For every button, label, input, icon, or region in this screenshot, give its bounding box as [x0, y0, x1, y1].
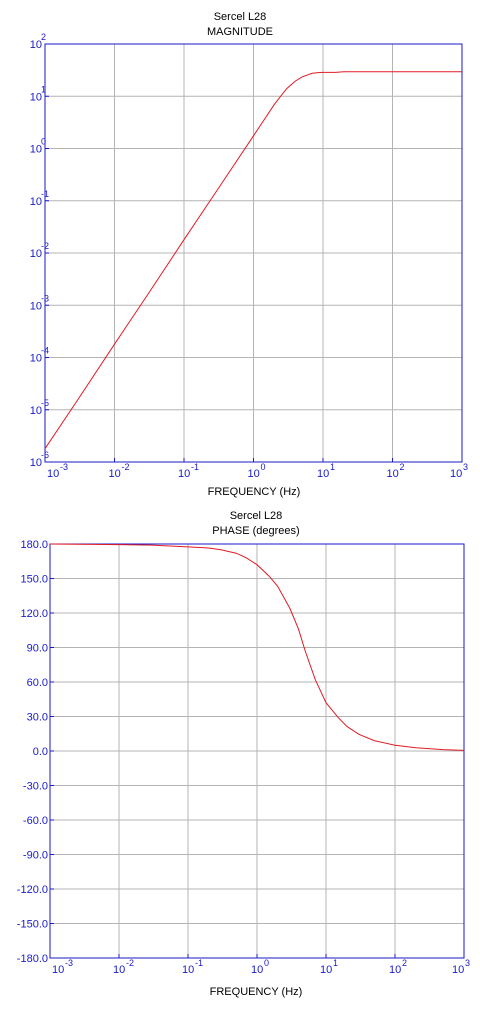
magnitude-y-tick-label: 10	[30, 196, 42, 208]
phase-y-tick-label: -30.0	[23, 781, 48, 793]
magnitude-y-tick-label: 10	[30, 353, 42, 365]
phase-y-tick-label: 180.0	[20, 539, 48, 551]
phase-y-tick-label: 120.0	[20, 608, 48, 620]
magnitude-y-tick-exponent: -2	[41, 241, 49, 251]
phase-y-tick-label: 60.0	[27, 677, 48, 689]
phase-x-tick-label: 10	[251, 964, 263, 976]
magnitude-y-tick-exponent: 2	[41, 32, 46, 42]
magnitude-x-tick-label: 10	[248, 468, 260, 480]
phase-x-tick-label: 10	[320, 964, 332, 976]
magnitude-series-line	[44, 71, 462, 449]
phase-x-tick-exponent: -3	[65, 958, 73, 968]
phase-x-tick-exponent: -1	[195, 958, 203, 968]
phase-series-line	[49, 543, 465, 751]
magnitude-x-tick-label: 10	[387, 468, 399, 480]
magnitude-y-tick-label: 10	[30, 144, 42, 156]
magnitude-grid	[45, 44, 462, 462]
magnitude-y-tick-exponent: -1	[41, 189, 49, 199]
magnitude-x-tick-exponent: -2	[122, 462, 130, 472]
magnitude-y-tick-exponent: 0	[41, 137, 46, 147]
phase-x-tick-exponent: -2	[126, 958, 134, 968]
phase-x-tick-exponent: 2	[402, 958, 407, 968]
phase-x-tick-label: 10	[452, 964, 464, 976]
magnitude-ticks: 10-310-210-110010110210310-610-510-410-3…	[30, 32, 468, 480]
phase-x-tick-label: 10	[389, 964, 401, 976]
phase-x-axis-label: FREQUENCY (Hz)	[210, 986, 303, 998]
phase-x-tick-label: 10	[182, 964, 194, 976]
phase-x-tick-label: 10	[52, 964, 64, 976]
phase-y-tick-label: -120.0	[17, 884, 48, 896]
phase-y-tick-label: 90.0	[27, 643, 48, 655]
magnitude-x-tick-label: 10	[178, 468, 190, 480]
phase-y-tick-label: 150.0	[20, 574, 48, 586]
phase-grid	[50, 544, 464, 958]
magnitude-x-tick-exponent: 3	[463, 462, 468, 472]
magnitude-x-tick-exponent: -3	[60, 462, 68, 472]
magnitude-x-tick-exponent: -1	[191, 462, 199, 472]
phase-y-tick-label: 30.0	[27, 712, 48, 724]
magnitude-y-tick-exponent: -4	[41, 346, 49, 356]
magnitude-y-tick-label: 10	[30, 248, 42, 260]
phase-subtitle: PHASE (degrees)	[212, 525, 299, 537]
magnitude-x-tick-label: 10	[109, 468, 121, 480]
phase-y-tick-label: -180.0	[17, 953, 48, 965]
magnitude-y-tick-exponent: 1	[41, 84, 46, 94]
magnitude-x-tick-label: 10	[47, 468, 59, 480]
magnitude-y-tick-exponent: -6	[41, 450, 49, 460]
magnitude-x-tick-label: 10	[317, 468, 329, 480]
phase-y-tick-label: -60.0	[23, 815, 48, 827]
magnitude-title: Sercel L28	[214, 11, 267, 23]
phase-x-tick-exponent: 0	[264, 958, 269, 968]
magnitude-x-axis-label: FREQUENCY (Hz)	[208, 486, 301, 498]
phase-chart: Sercel L28 PHASE (degrees) 10-310-210-11…	[17, 510, 470, 998]
magnitude-y-tick-label: 10	[30, 405, 42, 417]
phase-x-tick-exponent: 1	[333, 958, 338, 968]
magnitude-x-tick-exponent: 0	[261, 462, 266, 472]
magnitude-x-tick-exponent: 1	[330, 462, 335, 472]
magnitude-x-tick-label: 10	[450, 468, 462, 480]
phase-title: Sercel L28	[230, 510, 283, 522]
magnitude-subtitle: MAGNITUDE	[207, 26, 273, 38]
phase-ticks: 10-310-210-1100101102103180.0150.0120.09…	[17, 539, 470, 976]
phase-y-tick-label: -90.0	[23, 850, 48, 862]
phase-x-tick-exponent: 3	[465, 958, 470, 968]
magnitude-y-tick-label: 10	[30, 300, 42, 312]
magnitude-chart: Sercel L28 MAGNITUDE 10-310-210-11001011…	[30, 11, 468, 498]
magnitude-y-tick-exponent: -5	[41, 398, 49, 408]
magnitude-y-tick-label: 10	[30, 457, 42, 469]
magnitude-x-tick-exponent: 2	[400, 462, 405, 472]
magnitude-y-tick-label: 10	[30, 91, 42, 103]
phase-y-tick-label: 0.0	[33, 746, 48, 758]
phase-y-tick-label: -150.0	[17, 919, 48, 931]
phase-x-tick-label: 10	[113, 964, 125, 976]
magnitude-y-tick-label: 10	[30, 39, 42, 51]
magnitude-y-tick-exponent: -3	[41, 293, 49, 303]
